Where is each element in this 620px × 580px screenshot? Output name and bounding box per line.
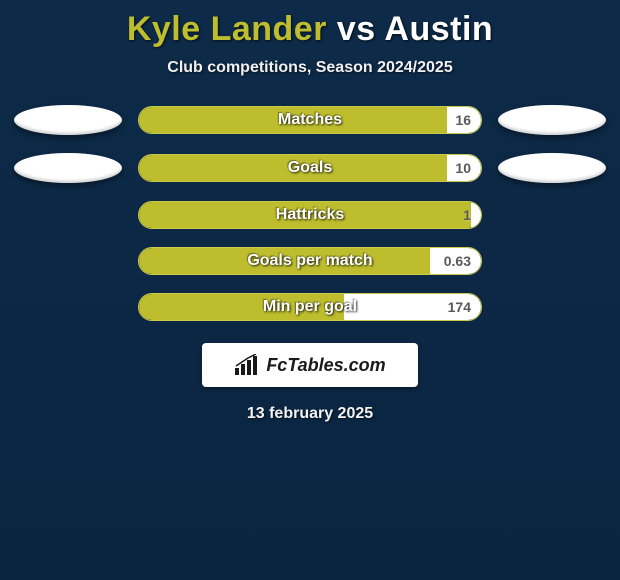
stat-value-right: 16: [455, 112, 471, 128]
right-marker: [492, 105, 612, 135]
stat-label: Min per goal: [263, 298, 357, 316]
stat-bar: Goals 10: [138, 154, 482, 182]
bars-icon: [234, 354, 260, 376]
stat-row: Matches 16: [8, 105, 612, 135]
subtitle: Club competitions, Season 2024/2025: [8, 59, 612, 77]
ellipse-icon: [14, 153, 122, 183]
stat-label: Goals: [288, 159, 332, 177]
stat-value-right: 1: [463, 207, 471, 223]
stat-row: Goals per match 0.63: [8, 247, 612, 275]
vs-text: vs: [337, 10, 376, 48]
stat-rows: Matches 16 Goals 10 Hattricks 1: [8, 105, 612, 321]
attribution-badge: FcTables.com: [202, 343, 418, 387]
stat-value-right: 10: [455, 160, 471, 176]
ellipse-icon: [498, 105, 606, 135]
stat-value-right: 174: [448, 299, 471, 315]
stat-value-right: 0.63: [444, 253, 471, 269]
player1-name: Kyle Lander: [127, 10, 327, 48]
stat-bar: Min per goal 174: [138, 293, 482, 321]
stat-bar: Matches 16: [138, 106, 482, 134]
stat-bar: Hattricks 1: [138, 201, 482, 229]
stat-label: Matches: [278, 111, 342, 129]
left-marker: [8, 105, 128, 135]
stat-row: Goals 10: [8, 153, 612, 183]
comparison-infographic: Kyle Lander vs Austin Club competitions,…: [0, 0, 620, 423]
stat-label: Hattricks: [276, 206, 344, 224]
stat-label: Goals per match: [247, 252, 372, 270]
right-marker: [492, 153, 612, 183]
ellipse-icon: [14, 105, 122, 135]
left-marker: [8, 153, 128, 183]
stat-row: Min per goal 174: [8, 293, 612, 321]
stat-bar: Goals per match 0.63: [138, 247, 482, 275]
ellipse-icon: [498, 153, 606, 183]
player2-name: Austin: [384, 10, 493, 48]
stat-row: Hattricks 1: [8, 201, 612, 229]
bar-fill-right: [471, 202, 481, 228]
attribution-text: FcTables.com: [266, 355, 385, 376]
page-title: Kyle Lander vs Austin: [8, 10, 612, 49]
date-stamp: 13 february 2025: [8, 405, 612, 423]
